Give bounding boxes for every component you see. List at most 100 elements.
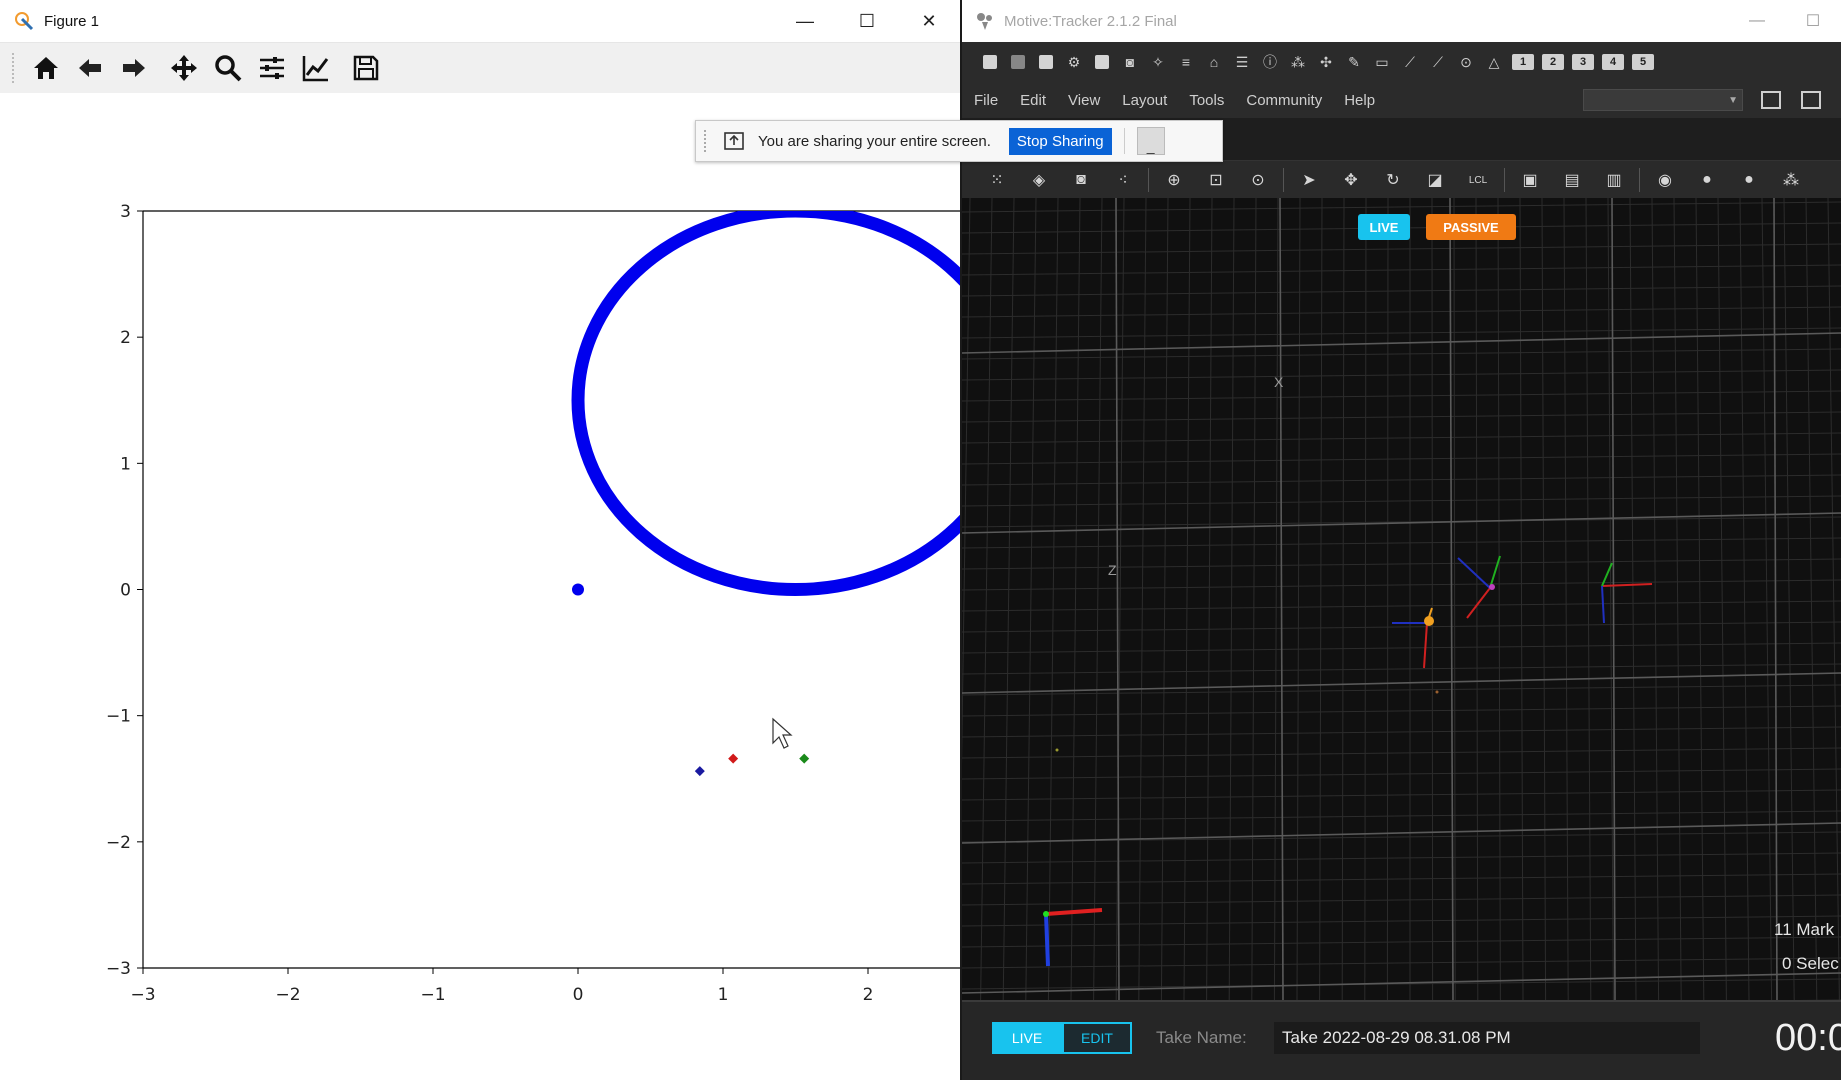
take-name-input[interactable]: Take 2022-08-29 08.31.08 PM	[1274, 1022, 1700, 1054]
viewport-toolbar: ⁙ ◈ ◙ ⁖ ⊕ ⊡ ⊙ ➤ ✥ ↻ ◪ LCL ▣ ▤ ▥ ◉ ● ● ⁂	[962, 160, 1841, 200]
camera-view-icon[interactable]: ◙	[1076, 171, 1086, 188]
marker-lock-icon[interactable]: ●	[1744, 171, 1754, 188]
marker-add-icon[interactable]: ●	[1702, 171, 1712, 188]
share-message: You are sharing your entire screen.	[758, 132, 991, 150]
menu-view[interactable]: View	[1068, 91, 1101, 109]
pan-button[interactable]	[164, 48, 204, 88]
layout-button-5[interactable]: 5	[1632, 54, 1654, 70]
share-screen-icon	[724, 132, 744, 150]
matplotlib-logo-icon	[15, 12, 34, 31]
grid-icon[interactable]: ⁙	[990, 172, 1004, 189]
grid-line-major	[962, 972, 1841, 994]
layout-button-2[interactable]: 2	[1542, 54, 1564, 70]
marker-link-icon[interactable]: ⁂	[1783, 172, 1799, 189]
assets-icon[interactable]: ☰	[1235, 53, 1249, 70]
stray-marker	[1055, 748, 1059, 752]
local-space-icon[interactable]: LCL	[1468, 174, 1488, 186]
back-button[interactable]	[70, 48, 110, 88]
menu-layout[interactable]: Layout	[1122, 91, 1168, 109]
grid-line-minor	[962, 957, 1841, 969]
menu-file[interactable]: File	[974, 91, 999, 109]
info-icon[interactable]: ⓘ	[1263, 54, 1277, 70]
grid-line-minor	[1002, 198, 1015, 1000]
remove-rigidbody-icon[interactable]: ▥	[1606, 172, 1622, 189]
rotate-icon[interactable]: ↻	[1386, 172, 1400, 189]
stop-sharing-button[interactable]: Stop Sharing	[1008, 127, 1112, 155]
layout-button-4[interactable]: 4	[1602, 54, 1624, 70]
lock-rigidbody-icon[interactable]: ▤	[1564, 172, 1580, 189]
graph-icon[interactable]: ⟋	[1405, 53, 1415, 70]
grid-line-minor	[1739, 198, 1750, 1000]
cube-icon[interactable]: ◈	[1032, 172, 1046, 189]
grid-line-minor	[1138, 198, 1147, 1000]
configure-subplots-button[interactable]	[252, 48, 292, 88]
banner-grip[interactable]	[704, 130, 710, 152]
devices-icon[interactable]: △	[1488, 53, 1500, 70]
layout-dropdown[interactable]: ▼	[1583, 89, 1743, 111]
plot-area[interactable]: −3 −2 −1 0 1 2 3 2 1 0 −1 −2 −3	[0, 93, 960, 1080]
grid-line-minor	[962, 600, 1841, 612]
mouse-cursor-icon	[772, 717, 793, 749]
menu-community[interactable]: Community	[1246, 91, 1323, 109]
menu-edit[interactable]: Edit	[1020, 91, 1047, 109]
marker-count-info: 11 Mark	[1774, 920, 1835, 939]
rigid-body-icon[interactable]: ✣	[1320, 53, 1332, 70]
motive-minimize-button[interactable]: —	[1749, 12, 1765, 29]
menu-tools[interactable]: Tools	[1189, 91, 1225, 109]
export-icon[interactable]	[1038, 54, 1054, 70]
motive-maximize-button[interactable]: ☐	[1805, 13, 1821, 30]
camera-icon[interactable]: ◙	[1125, 54, 1135, 70]
timeline-bar: LIVE EDIT Take Name: Take 2022-08-29 08.…	[962, 1000, 1841, 1080]
create-rigidbody-icon[interactable]: ▣	[1522, 172, 1538, 189]
data-layer	[571, 211, 960, 777]
3d-viewport[interactable]: LIVE PASSIVE X Z 11 Mark 0 Selec	[962, 198, 1841, 1000]
zoom-in-icon[interactable]: ⊕	[1167, 172, 1181, 189]
panel-layout-icon[interactable]	[1761, 91, 1781, 109]
new-project-icon[interactable]	[982, 54, 998, 70]
maximize-button[interactable]: ☐	[858, 10, 876, 31]
calibration-icon[interactable]: ⌂	[1209, 54, 1219, 70]
edit-axis-button[interactable]	[296, 48, 336, 88]
forward-button[interactable]	[114, 48, 154, 88]
scale-icon[interactable]: ◪	[1427, 172, 1443, 189]
wand-icon[interactable]: ✧	[1152, 53, 1164, 70]
live-mode-button[interactable]: LIVE	[992, 1022, 1062, 1054]
database-icon[interactable]: ≡	[1181, 54, 1191, 70]
skeleton-icon[interactable]: ⁂	[1291, 53, 1305, 70]
figure-toolbar	[0, 43, 960, 94]
grid-line-minor	[1386, 198, 1389, 1000]
stream-icon[interactable]: ⊙	[1460, 53, 1472, 70]
graph2-icon[interactable]: ⟋	[1433, 53, 1443, 70]
layout-button-3[interactable]: 3	[1572, 54, 1594, 70]
menu-help[interactable]: Help	[1344, 91, 1376, 109]
settings-gear-icon[interactable]: ⚙	[1067, 53, 1081, 70]
save-button[interactable]	[346, 48, 386, 88]
edit-mode-button[interactable]: EDIT	[1062, 1022, 1132, 1054]
panel-icon[interactable]	[1094, 54, 1110, 70]
grid-line-minor	[962, 663, 1841, 675]
grid-line-minor	[1093, 198, 1103, 1000]
save-project-icon[interactable]	[1010, 54, 1026, 70]
move-icon[interactable]: ✥	[1344, 172, 1358, 189]
chevron-down-icon: ▼	[1728, 94, 1738, 106]
grid-line-major	[1773, 198, 1778, 1000]
layout-button-1[interactable]: 1	[1512, 54, 1534, 70]
zoom-button[interactable]	[208, 48, 248, 88]
minimize-button[interactable]: —	[796, 10, 814, 31]
toolbar-grip[interactable]	[12, 53, 18, 83]
save-icon	[353, 55, 379, 81]
select-cursor-icon[interactable]: ➤	[1302, 172, 1316, 189]
grid-line-minor	[962, 198, 971, 767]
markers-icon[interactable]: ⁖	[1118, 172, 1128, 189]
zoom-fit-icon[interactable]: ⊙	[1251, 172, 1265, 189]
zoom-region-icon[interactable]: ⊡	[1209, 172, 1223, 189]
close-button[interactable]: ✕	[921, 10, 937, 31]
grid-line-minor	[1115, 198, 1125, 1000]
tool-icon[interactable]: ✎	[1348, 53, 1360, 70]
home-button[interactable]	[26, 48, 66, 88]
panel-dock-icon[interactable]	[1801, 91, 1821, 109]
grid-line-minor	[1364, 198, 1367, 1000]
visibility-eye-icon[interactable]: ◉	[1658, 172, 1672, 189]
banner-minimize-button[interactable]: _	[1136, 127, 1165, 155]
label-icon[interactable]: ▭	[1375, 53, 1389, 70]
